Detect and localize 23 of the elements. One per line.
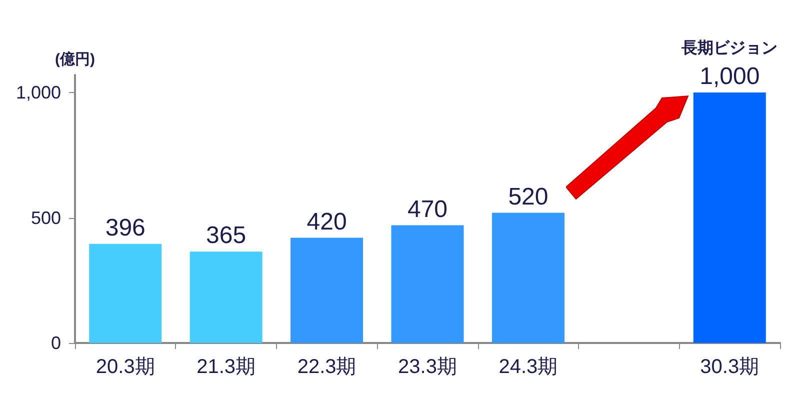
- annotation: 長期ビジョン: [680, 39, 778, 58]
- x-tick-label: 22.3期: [297, 356, 356, 378]
- data-label: 396: [105, 214, 146, 242]
- data-label: 1,000: [700, 63, 760, 90]
- x-tick-label: 24.3期: [498, 356, 558, 378]
- bar: [190, 252, 262, 343]
- x-tick-label: 21.3期: [196, 356, 256, 378]
- bar: [89, 244, 162, 343]
- x-tick-label: 23.3期: [398, 356, 457, 378]
- bar: [391, 225, 464, 343]
- x-tick-label: 20.3期: [96, 356, 155, 378]
- data-label: 520: [508, 183, 548, 210]
- y-tick-label: 1,000: [16, 82, 61, 103]
- bar: [693, 92, 766, 343]
- y-tick-label: 500: [30, 208, 61, 228]
- data-label: 470: [407, 196, 448, 223]
- x-tick-label: 30.3期: [700, 356, 760, 378]
- y-tick-label: 0: [50, 333, 61, 353]
- bar: [290, 238, 364, 343]
- y-axis-title: (億円): [55, 51, 95, 68]
- bar: [492, 212, 564, 343]
- data-label: 365: [206, 222, 246, 250]
- data-label: 420: [306, 208, 347, 236]
